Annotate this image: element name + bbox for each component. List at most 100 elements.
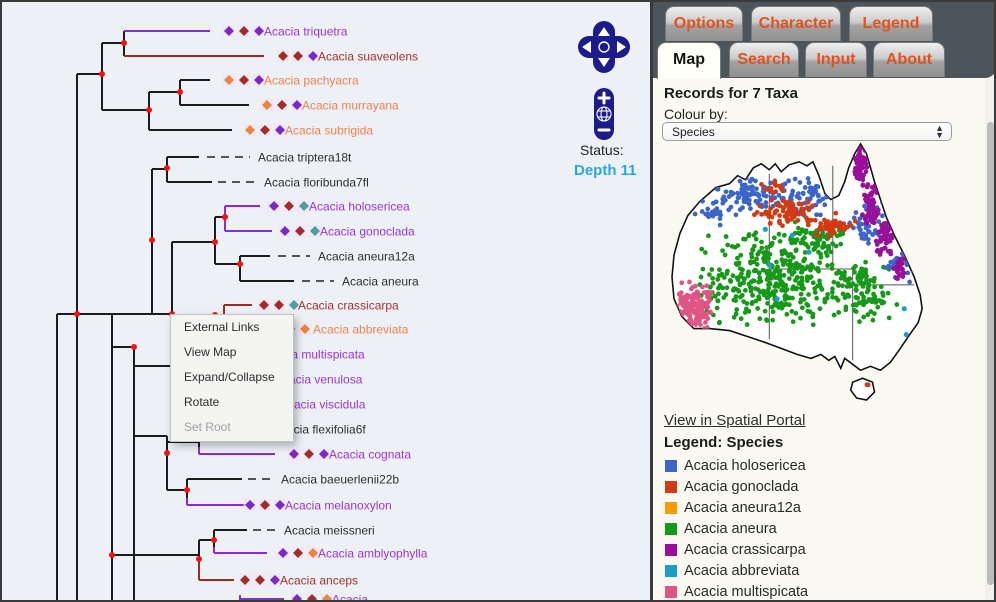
character-diamond-icon[interactable] (278, 51, 288, 61)
tab-options[interactable]: Options (665, 6, 743, 41)
character-diamond-icon[interactable] (308, 51, 318, 61)
character-diamond-icon[interactable] (262, 100, 272, 110)
taxon-label[interactable]: Acacia (332, 593, 368, 601)
character-diamond-icon[interactable] (270, 575, 280, 585)
taxon-label[interactable]: Acacia meissneri (284, 524, 375, 538)
pan-right-icon[interactable] (617, 41, 626, 53)
tab-legend[interactable]: Legend (849, 6, 933, 41)
tree-node-dot[interactable] (164, 165, 170, 171)
character-diamond-icon[interactable] (278, 548, 288, 558)
character-diamond-icon[interactable] (289, 300, 299, 310)
character-diamond-icon[interactable] (300, 324, 310, 334)
taxon-label[interactable]: Acacia viscidula (280, 398, 366, 412)
character-diamond-icon[interactable] (308, 548, 318, 558)
tree-node-dot[interactable] (131, 344, 137, 350)
tree-node-dot[interactable] (222, 214, 228, 220)
pan-up-icon[interactable] (598, 27, 610, 36)
taxon-label[interactable]: Acacia cognata (329, 448, 411, 462)
character-diamond-icon[interactable] (269, 201, 279, 211)
taxon-label[interactable]: Acacia baeuerlenii22b (281, 473, 399, 487)
character-diamond-icon[interactable] (289, 449, 299, 459)
taxon-label[interactable]: Acacia pachyacra (264, 74, 359, 88)
tree-node-dot[interactable] (121, 40, 127, 46)
character-diamond-icon[interactable] (292, 594, 302, 600)
phylogeny-tree-canvas[interactable]: Acacia triquetra Acacia suaveolens Acacia … (2, 2, 652, 600)
pan-compass-icon[interactable] (578, 21, 630, 73)
scrollbar-thumb[interactable] (987, 122, 994, 585)
character-diamond-icon[interactable] (275, 500, 285, 510)
tree-node-dot[interactable] (149, 237, 155, 243)
character-diamond-icon[interactable] (284, 201, 294, 211)
character-diamond-icon[interactable] (240, 575, 250, 585)
character-diamond-icon[interactable] (259, 300, 269, 310)
tab-input[interactable]: Input (805, 42, 867, 77)
tree-node-dot[interactable] (184, 487, 190, 493)
character-diamond-icon[interactable] (245, 125, 255, 135)
spatial-portal-link[interactable]: View in Spatial Portal (664, 412, 806, 429)
character-diamond-icon[interactable] (322, 594, 332, 600)
tree-node-dot[interactable] (99, 71, 105, 77)
character-diamond-icon[interactable] (224, 75, 234, 85)
character-diamond-icon[interactable] (224, 26, 234, 36)
taxon-label[interactable]: Acacia crassicarpa (298, 299, 399, 313)
tree-node-dot[interactable] (164, 450, 170, 456)
character-diamond-icon[interactable] (299, 201, 309, 211)
tree-node-dot[interactable] (237, 261, 243, 267)
zoom-in-icon[interactable] (597, 91, 611, 105)
taxon-label[interactable]: Acacia melanoxylon (285, 499, 392, 513)
pan-down-icon[interactable] (598, 58, 610, 67)
taxon-label[interactable]: Acacia anceps (280, 574, 358, 588)
character-diamond-icon[interactable] (260, 500, 270, 510)
character-diamond-icon[interactable] (292, 100, 302, 110)
tab-character[interactable]: Character (751, 6, 841, 41)
character-diamond-icon[interactable] (274, 300, 284, 310)
tree-node-dot[interactable] (212, 239, 218, 245)
character-diamond-icon[interactable] (260, 125, 270, 135)
character-diamond-icon[interactable] (319, 449, 329, 459)
taxon-label[interactable]: Acacia suaveolens (318, 50, 418, 64)
character-diamond-icon[interactable] (245, 500, 255, 510)
character-diamond-icon[interactable] (293, 548, 303, 558)
taxon-label[interactable]: Acacia triquetra (264, 25, 348, 39)
taxon-label[interactable]: Acacia amblyophylla (318, 547, 428, 561)
character-diamond-icon[interactable] (255, 575, 265, 585)
tree-node-dot[interactable] (211, 537, 217, 543)
tree-node-dot[interactable] (196, 556, 202, 562)
menu-item-external-links[interactable]: External Links (184, 320, 260, 334)
character-diamond-icon[interactable] (239, 26, 249, 36)
tree-node-dot[interactable] (177, 89, 183, 95)
taxon-label[interactable]: Acacia murrayana (302, 99, 399, 113)
tab-search[interactable]: Search (729, 42, 799, 77)
tree-node-dot[interactable] (109, 552, 115, 558)
tree-node-dot[interactable] (74, 311, 80, 317)
character-diamond-icon[interactable] (280, 226, 290, 236)
tab-about[interactable]: About (873, 42, 945, 77)
taxon-label[interactable]: Acacia venulosa (275, 373, 363, 387)
character-diamond-icon[interactable] (310, 226, 320, 236)
occurrence-map[interactable] (658, 138, 956, 406)
taxon-label[interactable]: Acacia abbreviata (313, 323, 409, 337)
character-diamond-icon[interactable] (277, 100, 287, 110)
character-diamond-icon[interactable] (275, 125, 285, 135)
character-diamond-icon[interactable] (304, 449, 314, 459)
character-diamond-icon[interactable] (295, 226, 305, 236)
taxon-label[interactable]: Acacia holosericea (309, 200, 410, 214)
colour-by-select[interactable]: Species ▲ ▼ (662, 122, 952, 141)
taxon-label[interactable]: Acacia triptera18t (258, 151, 352, 165)
character-diamond-icon[interactable] (254, 26, 264, 36)
menu-item-view-map[interactable]: View Map (184, 345, 237, 359)
tree-node-dot[interactable] (146, 107, 152, 113)
character-diamond-icon[interactable] (307, 594, 317, 600)
taxon-label[interactable]: Acacia flexifolia6f (273, 423, 366, 437)
taxon-label[interactable]: Acacia aneura (342, 275, 419, 289)
taxon-label[interactable]: Acacia floribunda7fl (264, 176, 369, 190)
character-diamond-icon[interactable] (293, 51, 303, 61)
panel-scrollbar[interactable] (985, 78, 994, 600)
pan-left-icon[interactable] (582, 41, 591, 53)
menu-item-expand-collapse[interactable]: Expand/Collapse (184, 370, 275, 384)
taxon-label[interactable]: Acacia aneura12a (318, 250, 415, 264)
menu-item-rotate[interactable]: Rotate (184, 395, 220, 409)
zoom-control[interactable] (594, 88, 614, 140)
character-diamond-icon[interactable] (239, 75, 249, 85)
taxon-label[interactable]: Acacia subrigida (285, 124, 373, 138)
